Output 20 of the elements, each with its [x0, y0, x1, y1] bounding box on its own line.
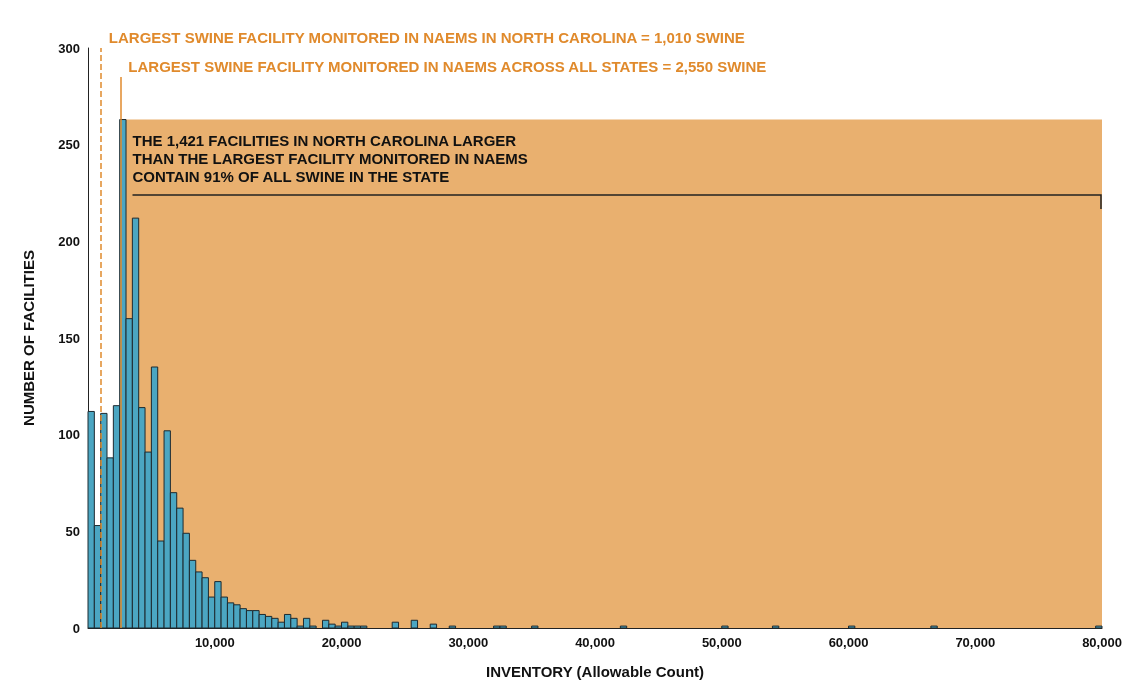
y-tick-label: 250 — [58, 137, 80, 153]
y-tick-label: 0 — [72, 620, 80, 636]
y-tick-label: 300 — [58, 40, 80, 56]
x-axis-title: INVENTORY (Allowable Count) — [485, 663, 705, 680]
x-tick-label: 70,000 — [955, 635, 996, 650]
x-tick-label: 80,000 — [1082, 635, 1122, 650]
annotation: THE 1,421 FACILITIES IN NORTH CAROLINA LARGER THAN THE LARGEST FACILITY MONITORED IN NAEMS CONTAIN 91% OF ALL SWINE IN THE STATE — [132, 131, 528, 185]
y-tick-label: 200 — [58, 233, 80, 249]
x-tick-label: 40,000 — [575, 635, 615, 650]
ref-line-label: LARGEST SWINE FACILITY MONITORED IN NAEMS IN NORTH CAROLINA = 1,010 SWINE — [108, 29, 745, 47]
x-tick-label: 20,000 — [321, 635, 362, 650]
x-tick-label: 60,000 — [828, 635, 869, 650]
y-tick-label: 50 — [65, 523, 80, 539]
x-tick-label: 50,000 — [701, 635, 742, 650]
y-axis-title: NUMBER OF FACILITIES — [20, 250, 37, 426]
x-tick-label: 10,000 — [194, 635, 235, 650]
y-tick-label: 100 — [58, 427, 80, 443]
y-tick-label: 150 — [58, 330, 80, 346]
x-tick-label: 30,000 — [448, 635, 489, 650]
ref-line-label: LARGEST SWINE FACILITY MONITORED IN NAEMS ACROSS ALL STATES = 2,550 SWINE — [128, 58, 767, 76]
